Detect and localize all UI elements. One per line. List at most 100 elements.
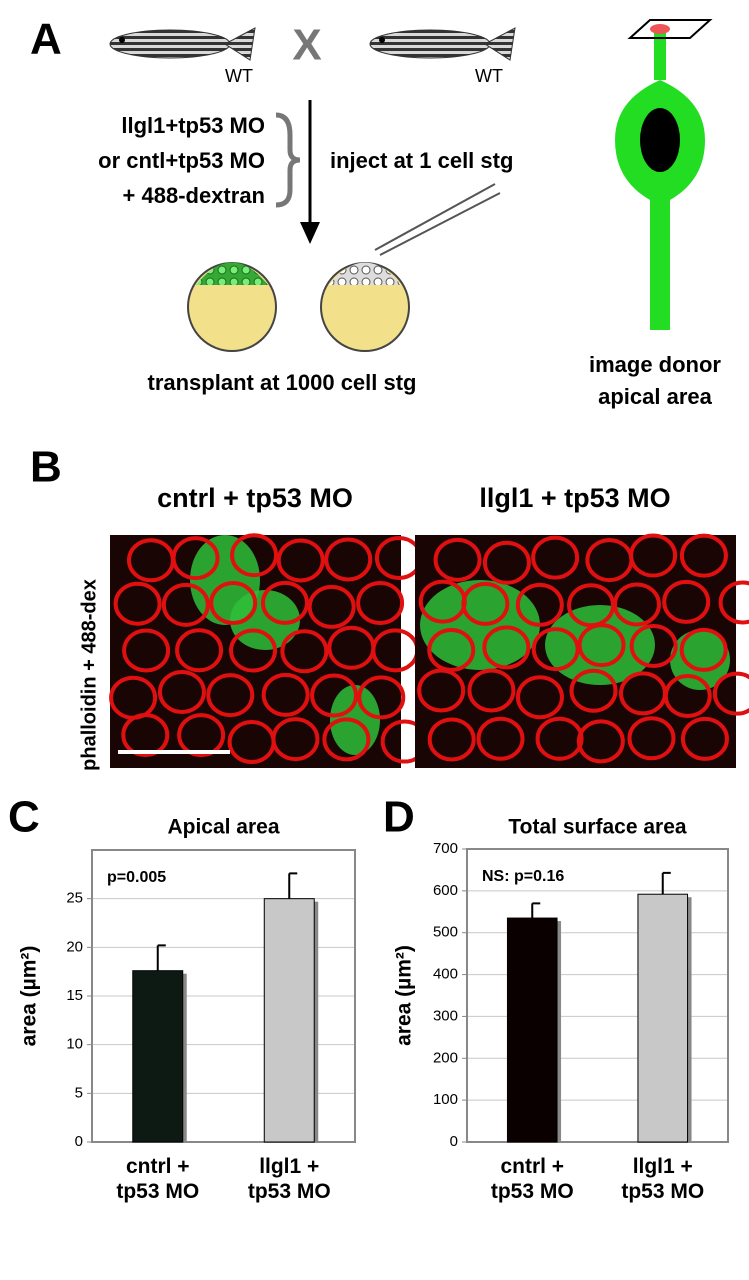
cell-outline [324,537,373,582]
error-bar [156,944,166,971]
cell-outline [271,717,320,762]
cell-outline [206,673,255,718]
y-tick-label: 25 [66,890,83,907]
y-tick-label: 100 [433,1091,458,1108]
cell-outline [175,628,224,673]
y-axis-label: area (µm²) [393,945,416,1046]
cell-outline [357,675,406,720]
image-label: image donor [589,352,721,377]
embryo [187,262,277,352]
x-tick-label: cntrl + tp53 MO [490,1155,574,1203]
needle [379,192,501,256]
cell-outline [229,628,278,673]
cell-outline [680,716,729,761]
cell-outline [280,629,329,674]
cell-outline [261,672,310,717]
cell-outline [627,716,676,761]
cell-outline [577,623,626,668]
cell-outline [322,717,371,762]
cell-outline [177,713,226,758]
genotype: WT [225,66,253,86]
mo-label: llgl1+tp53 MO [121,113,265,138]
bar [637,893,689,1143]
cell-outline [113,581,162,626]
cell-outline [209,581,258,626]
y-tick-label: 10 [66,1036,83,1053]
annotation: NS: p=0.16 [482,868,564,885]
y-tick-label: 300 [433,1007,458,1024]
y-tick-label: 200 [433,1049,458,1066]
cell-outline [121,713,170,758]
labeled-cell [545,605,655,685]
cell-outline [476,716,525,761]
fish [369,27,516,61]
micrograph [109,533,429,768]
plot-frame [91,849,356,1143]
cell-outline [467,668,516,713]
cell-outline [531,627,580,672]
y-tick-label: 500 [433,924,458,941]
cell-outline [576,719,625,764]
needle [374,183,496,251]
x-tick-label: llgl1 + tp53 MO [247,1155,331,1203]
error-bar [661,871,671,895]
error-bar [288,872,298,899]
cell-outline [679,533,728,578]
side-label: phalloidin + 488-dex [78,579,100,771]
x-tick-label: llgl1 + tp53 MO [621,1155,705,1203]
cell-outline [531,535,580,580]
cell-outline [629,533,678,578]
chart-title: Total surface area [508,816,687,839]
cross: X [292,21,321,70]
cell-outline [718,580,749,625]
mo-label: or cntl+tp53 MO [98,148,265,173]
annotation: p=0.005 [107,869,166,886]
cell-outline [515,582,564,627]
cell-outline [427,627,476,672]
panel-letter: C [8,793,40,842]
cell-outline [417,668,466,713]
cell-outline [663,673,712,718]
bar [132,970,184,1143]
cell-outline [122,628,171,673]
cell-outline [356,580,405,625]
cell-outline [612,582,661,627]
cell-outline [157,669,206,714]
cell-outline [535,716,584,761]
y-tick-label: 15 [66,987,83,1004]
fish [109,27,256,61]
bar [263,898,315,1143]
cell-outline [433,537,482,582]
cell-outline [679,627,728,672]
cell-outline [310,673,359,718]
cell-outline [569,668,618,713]
panel-letter: A [30,15,62,64]
image-label: apical area [598,384,713,409]
embryo [320,262,410,352]
y-tick-label: 0 [75,1133,83,1150]
micrograph [415,533,749,768]
plot-frame [466,848,729,1143]
cell-outline [515,675,564,720]
cell-outline [482,540,531,585]
image-title: cntrl + tp53 MO [157,483,353,513]
y-tick-label: 20 [66,938,83,955]
cell-outline [712,671,749,716]
cell-outline [662,579,711,624]
brace [275,112,301,208]
panel-letter: B [30,443,62,492]
chart-title: Apical area [167,816,279,839]
y-tick-label: 5 [75,1084,83,1101]
cell-outline [629,623,678,668]
bar [506,917,558,1143]
panel-letter: D [383,793,415,842]
cell-diagram [615,19,713,330]
inject-label: inject at 1 cell stg [330,148,513,173]
cell-outline [171,536,220,581]
cell-outline [276,538,325,583]
image-title: llgl1 + tp53 MO [479,483,670,513]
y-tick-label: 0 [450,1133,458,1150]
y-tick-label: 700 [433,840,458,857]
